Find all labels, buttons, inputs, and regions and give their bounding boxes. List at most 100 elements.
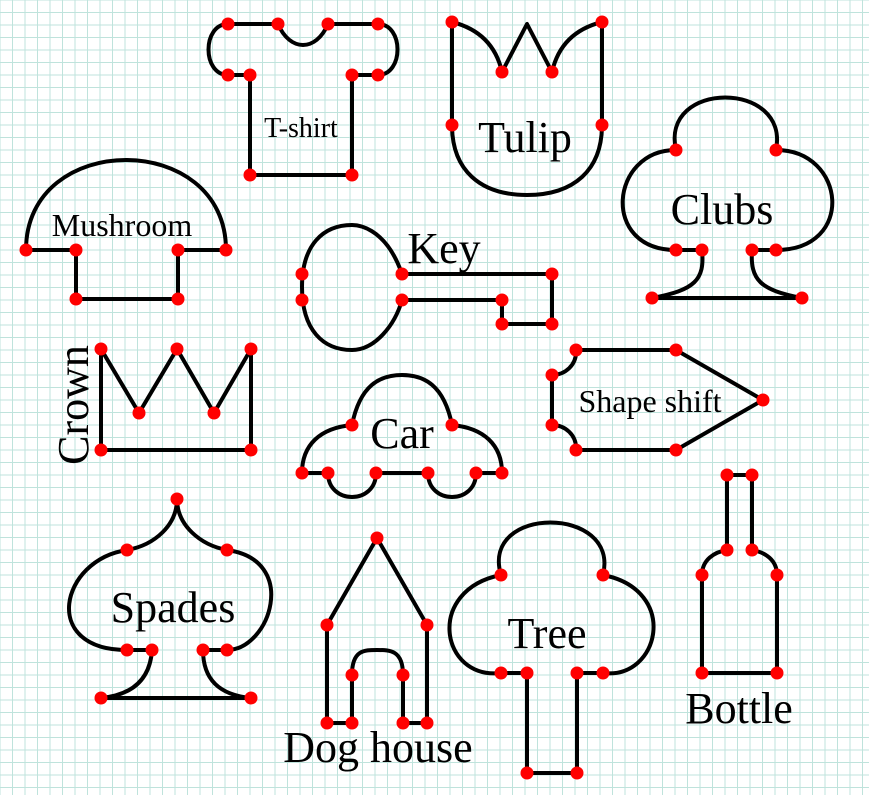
vertex-dot	[295, 293, 309, 307]
vertex-dot	[420, 618, 434, 632]
vertex-dot	[494, 666, 508, 680]
vertex-dot	[171, 292, 185, 306]
tulip-shape: Tulip	[445, 15, 609, 197]
vertex-dot	[596, 666, 610, 680]
vertex-dot	[295, 466, 309, 480]
vertex-dot	[495, 65, 509, 79]
vertex-dot	[395, 267, 409, 281]
vertex-dot	[669, 243, 683, 257]
vertex-dot	[320, 618, 334, 632]
vertex-dot	[207, 406, 221, 420]
vertex-dot	[69, 243, 83, 257]
dog-house-shape: Dog house	[283, 531, 473, 772]
vertex-dot	[495, 293, 509, 307]
crown-shape: Crown	[49, 342, 258, 465]
vertex-dot	[695, 243, 709, 257]
vertex-dot	[494, 568, 508, 582]
vertex-dot	[221, 17, 235, 31]
vertex-dot	[770, 666, 784, 680]
vertex-dot	[420, 716, 434, 730]
vertex-dot	[170, 492, 184, 506]
vertex-dot	[371, 17, 385, 31]
vertex-dot	[396, 668, 410, 682]
vertex-dot	[520, 666, 534, 680]
vertex-dot	[321, 466, 335, 480]
vertex-dot	[795, 291, 809, 305]
vertex-dot	[244, 691, 258, 705]
vertex-dot	[395, 293, 409, 307]
vertex-dot	[396, 716, 410, 730]
vertex-dot	[244, 342, 258, 356]
vertex-dot	[545, 65, 559, 79]
vertex-dot	[745, 543, 759, 557]
vertex-dots	[94, 492, 258, 705]
vertex-dot	[320, 716, 334, 730]
vertex-dots	[695, 468, 784, 680]
vertex-dot	[243, 68, 257, 82]
vertex-dot	[645, 291, 659, 305]
tree-label: Tree	[507, 609, 586, 658]
vertex-dot	[545, 418, 559, 432]
vertex-dot	[445, 118, 459, 132]
tree-shape: Tree	[447, 520, 656, 780]
vertex-dot	[421, 466, 435, 480]
vertex-dot	[469, 466, 483, 480]
vertex-dot	[595, 15, 609, 29]
vertex-dot	[345, 716, 359, 730]
bottle-shape: Bottle	[685, 468, 793, 733]
vertex-dot	[369, 466, 383, 480]
vertex-dot	[595, 118, 609, 132]
vertex-dot	[669, 443, 683, 457]
vertex-dots	[295, 418, 509, 480]
vertex-dot	[596, 568, 610, 582]
shape-shift-label: Shape shift	[578, 383, 721, 419]
vertex-dot	[669, 343, 683, 357]
vertex-dot	[445, 418, 459, 432]
vertex-dot	[371, 68, 385, 82]
vertex-dot	[170, 342, 184, 356]
vertex-dot	[756, 393, 770, 407]
tshirt-outline	[206, 22, 400, 177]
vertex-dot	[745, 243, 759, 257]
vertex-dot	[745, 468, 759, 482]
vertex-dots	[320, 531, 434, 730]
vertex-dot	[220, 543, 234, 557]
vertex-dot	[695, 568, 709, 582]
vertex-dot	[720, 543, 734, 557]
clubs-label: Clubs	[671, 185, 774, 234]
vertex-dot	[94, 691, 108, 705]
tshirt-shape: T-shirt	[206, 17, 400, 182]
vertex-dot	[132, 406, 146, 420]
vertex-dot	[770, 568, 784, 582]
vertex-dots	[545, 343, 770, 457]
vertex-dot	[120, 543, 134, 557]
vertex-dots	[295, 267, 559, 331]
car-label: Car	[370, 409, 434, 458]
vertex-dot	[545, 317, 559, 331]
shape-shift-shape: Shape shift	[545, 343, 770, 457]
bottle-label: Bottle	[685, 684, 793, 733]
key-shape: Key	[295, 223, 559, 352]
vertex-dot	[243, 168, 257, 182]
vertex-dots	[19, 243, 233, 306]
vertex-dot	[495, 317, 509, 331]
vertex-dots	[221, 17, 385, 182]
vertex-dot	[145, 643, 159, 657]
vertex-dot	[171, 243, 185, 257]
vertex-dot	[295, 267, 309, 281]
vertex-dot	[569, 443, 583, 457]
key-label: Key	[407, 224, 480, 273]
vertex-dot	[345, 168, 359, 182]
spades-label: Spades	[111, 583, 236, 632]
vertex-dot	[345, 418, 359, 432]
vertex-dot	[569, 343, 583, 357]
vertex-dot	[321, 17, 335, 31]
vertex-dot	[120, 643, 134, 657]
vertex-dot	[221, 68, 235, 82]
vertex-dot	[220, 643, 234, 657]
crown-outline	[99, 347, 253, 452]
vertex-dots	[94, 342, 258, 457]
dog-house-outline	[325, 536, 429, 725]
car-shape: Car	[295, 373, 509, 499]
